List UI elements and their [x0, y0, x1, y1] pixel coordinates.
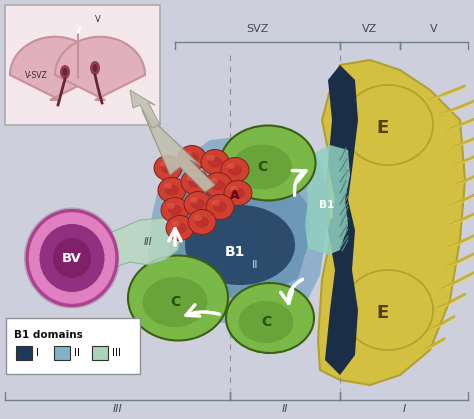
- Ellipse shape: [167, 203, 175, 209]
- Ellipse shape: [27, 210, 117, 305]
- Ellipse shape: [224, 181, 252, 205]
- Bar: [54, 346, 70, 360]
- Ellipse shape: [154, 155, 182, 181]
- Ellipse shape: [128, 256, 228, 341]
- Ellipse shape: [230, 186, 238, 192]
- Ellipse shape: [190, 197, 198, 203]
- Ellipse shape: [164, 183, 172, 189]
- Polygon shape: [325, 65, 358, 375]
- Ellipse shape: [195, 217, 209, 228]
- Ellipse shape: [187, 175, 195, 181]
- Ellipse shape: [165, 184, 179, 196]
- Ellipse shape: [207, 155, 215, 161]
- Text: II: II: [252, 260, 258, 270]
- Polygon shape: [130, 90, 160, 128]
- Text: B1: B1: [319, 200, 335, 210]
- Text: E: E: [377, 119, 389, 137]
- Ellipse shape: [208, 157, 222, 168]
- Ellipse shape: [92, 64, 98, 72]
- Text: V-SVZ: V-SVZ: [25, 71, 48, 80]
- Ellipse shape: [213, 202, 227, 212]
- Polygon shape: [112, 218, 182, 268]
- Ellipse shape: [60, 65, 70, 79]
- Ellipse shape: [173, 222, 187, 233]
- Ellipse shape: [181, 170, 209, 194]
- Text: C: C: [170, 295, 180, 309]
- Text: III: III: [112, 348, 121, 358]
- Ellipse shape: [160, 161, 168, 167]
- Ellipse shape: [238, 301, 293, 343]
- Ellipse shape: [188, 210, 216, 235]
- Ellipse shape: [201, 150, 229, 174]
- Text: II: II: [282, 404, 288, 414]
- Ellipse shape: [39, 224, 104, 292]
- Text: E: E: [377, 304, 389, 322]
- Ellipse shape: [231, 187, 245, 199]
- Ellipse shape: [178, 145, 206, 171]
- Ellipse shape: [204, 173, 232, 197]
- FancyBboxPatch shape: [6, 318, 140, 374]
- Ellipse shape: [184, 191, 212, 217]
- Ellipse shape: [206, 194, 234, 220]
- Text: V: V: [95, 15, 101, 24]
- Text: III: III: [144, 237, 152, 247]
- Text: SVZ: SVZ: [246, 24, 269, 34]
- Text: VZ: VZ: [363, 24, 378, 34]
- Ellipse shape: [232, 145, 292, 189]
- Bar: [92, 346, 108, 360]
- Ellipse shape: [221, 158, 249, 183]
- Text: I: I: [402, 404, 406, 414]
- Ellipse shape: [158, 178, 186, 202]
- Polygon shape: [198, 227, 263, 277]
- Ellipse shape: [185, 153, 199, 163]
- Ellipse shape: [194, 215, 202, 221]
- Text: B1 domains: B1 domains: [14, 330, 83, 340]
- FancyBboxPatch shape: [5, 5, 160, 125]
- Text: II: II: [74, 348, 80, 358]
- Ellipse shape: [168, 204, 182, 215]
- Ellipse shape: [226, 283, 314, 353]
- Ellipse shape: [220, 126, 316, 201]
- Ellipse shape: [212, 200, 220, 206]
- Ellipse shape: [161, 197, 189, 222]
- Ellipse shape: [172, 221, 180, 227]
- Ellipse shape: [166, 215, 194, 241]
- Ellipse shape: [53, 238, 91, 278]
- Ellipse shape: [211, 179, 225, 191]
- Polygon shape: [305, 145, 350, 255]
- Ellipse shape: [343, 270, 433, 350]
- Text: BV: BV: [62, 251, 82, 264]
- Ellipse shape: [191, 199, 205, 210]
- Text: V: V: [430, 24, 438, 34]
- Ellipse shape: [185, 205, 295, 285]
- Ellipse shape: [210, 178, 218, 184]
- Text: C: C: [261, 315, 271, 329]
- Polygon shape: [10, 37, 100, 100]
- Ellipse shape: [228, 165, 242, 176]
- Ellipse shape: [227, 163, 235, 169]
- Polygon shape: [55, 37, 145, 100]
- Text: I: I: [36, 348, 39, 358]
- Polygon shape: [142, 110, 215, 192]
- Ellipse shape: [343, 85, 433, 165]
- Text: B1: B1: [225, 245, 245, 259]
- Ellipse shape: [188, 176, 202, 187]
- Text: A: A: [230, 189, 240, 202]
- Polygon shape: [148, 135, 330, 325]
- Polygon shape: [168, 175, 312, 298]
- Polygon shape: [318, 60, 465, 385]
- Text: C: C: [257, 160, 267, 174]
- Ellipse shape: [90, 61, 100, 75]
- Ellipse shape: [63, 68, 67, 76]
- Text: I: I: [330, 210, 334, 220]
- Ellipse shape: [184, 151, 192, 157]
- Ellipse shape: [161, 163, 175, 173]
- Bar: [16, 346, 32, 360]
- Ellipse shape: [143, 277, 208, 327]
- Text: III: III: [113, 404, 122, 414]
